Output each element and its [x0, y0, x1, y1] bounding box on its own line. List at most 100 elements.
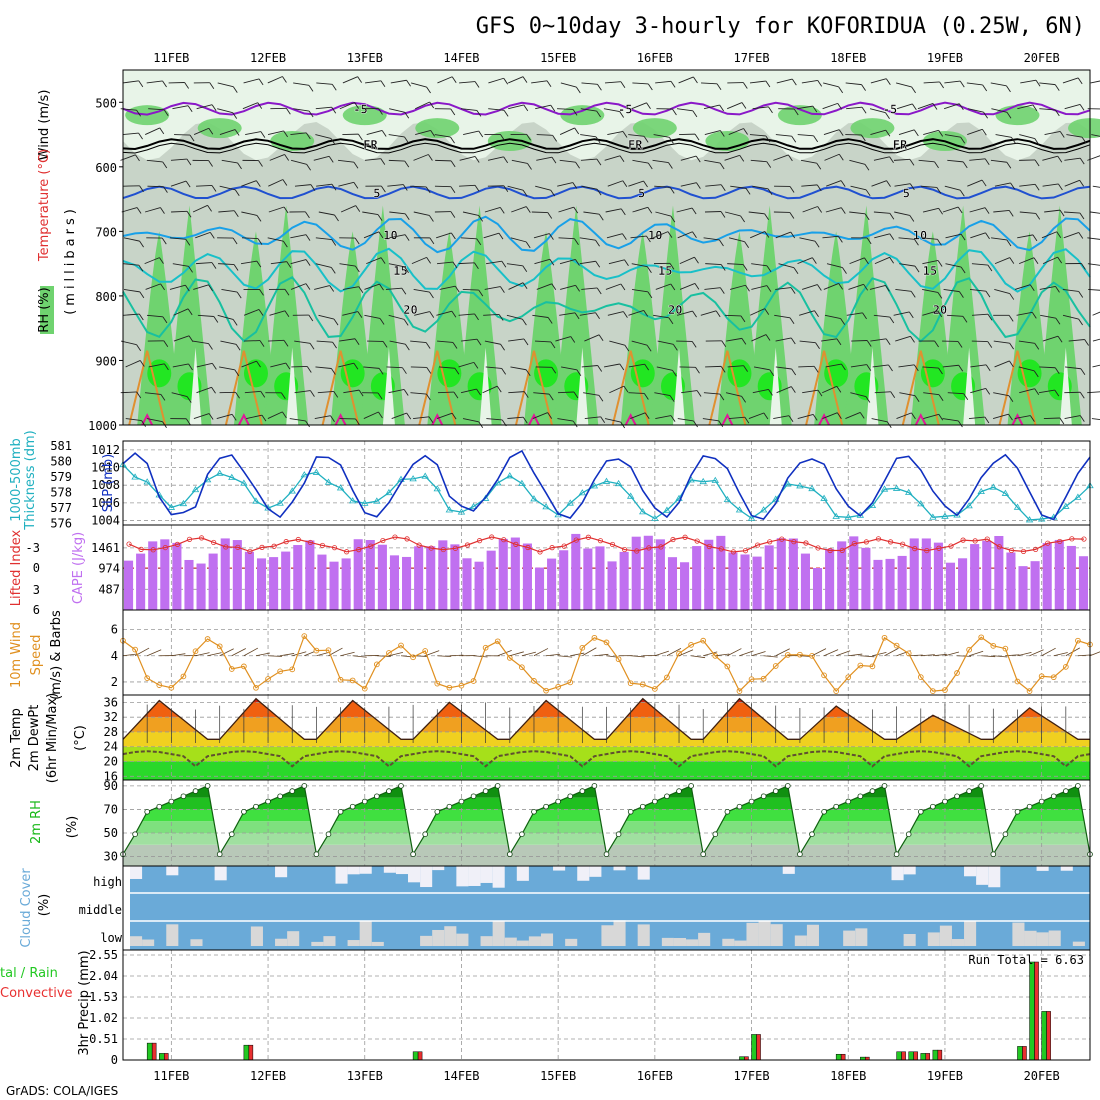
wind-barb-flag — [138, 264, 144, 272]
thick-tick-label: 577 — [50, 501, 72, 515]
wind-barb-flag — [309, 343, 315, 350]
wind-barb — [922, 207, 939, 213]
rh-point — [869, 788, 876, 794]
li-tick-label: 6 — [33, 603, 40, 617]
wind-barb-flag — [1035, 79, 1041, 87]
rh-dry-spike — [382, 347, 395, 425]
wind-barb-flag — [404, 136, 409, 144]
wind-barb — [608, 259, 625, 265]
wind-barb — [899, 392, 916, 397]
precip-total-bar — [412, 1051, 419, 1061]
wind-barb-flag — [476, 110, 482, 117]
cape-label: CAPE (J/kg) — [71, 532, 86, 604]
precip-tick-label: 2.55 — [89, 948, 118, 962]
wind-barb-flag — [743, 365, 748, 372]
wind-barb-flag — [1033, 370, 1039, 378]
wind-barb-flag — [815, 342, 820, 349]
wind-barb-flag — [842, 267, 847, 274]
wind-barb — [460, 237, 477, 240]
wind-barb — [1068, 339, 1085, 342]
wind-barb-flag — [404, 213, 410, 221]
wind-barb-flag — [476, 238, 482, 246]
wind-barb-flag — [450, 186, 456, 193]
wind-barb — [606, 233, 623, 239]
wind-barb — [388, 134, 405, 138]
wind-barb-flag — [547, 317, 553, 324]
wind-barb — [774, 314, 791, 319]
wind-barb — [560, 82, 577, 88]
wind-barb — [413, 211, 430, 216]
wind-barb-flag — [551, 367, 557, 374]
precip-tick-label: 0 — [111, 1053, 118, 1067]
wind-barb-flag — [647, 162, 653, 170]
cloud-high-clear — [468, 866, 481, 886]
wind-barb-flag — [789, 186, 795, 193]
wind-barb-flag — [425, 186, 431, 194]
wind-barb — [583, 211, 600, 215]
cape-bar — [861, 547, 871, 610]
wind-barb-flag — [283, 340, 289, 347]
rh-tick-label: 70 — [104, 802, 118, 816]
wind-barb — [898, 237, 915, 240]
wind-barb-flag — [817, 389, 823, 397]
wind-barb-flag — [937, 260, 943, 267]
wind-barb-flag — [817, 206, 823, 213]
wind-barb-flag — [546, 80, 552, 88]
wind-barb-flag — [816, 184, 822, 192]
wind-barb — [434, 185, 451, 188]
wind-barb-flag — [647, 291, 653, 299]
li-point — [537, 549, 543, 555]
wind-barb-10m — [255, 652, 271, 657]
wind-barb — [873, 314, 890, 318]
cloud-label: Cloud Cover — [19, 868, 34, 948]
wind-barb-flag — [547, 412, 553, 419]
temp-contour-25 — [901, 350, 940, 426]
wind-barb-flag — [741, 338, 747, 345]
wind-barb — [290, 283, 307, 290]
wind-barb-flag — [330, 415, 335, 422]
cape-bar — [583, 548, 593, 610]
rh-point — [591, 783, 598, 789]
dew-label: 2m DewPt — [27, 705, 42, 772]
wind-barb-flag — [1009, 293, 1015, 300]
precip-conv-bar — [925, 1053, 931, 1061]
precip-total-bar — [1041, 1011, 1047, 1061]
rh-point — [954, 793, 960, 800]
cloud-high-clear — [553, 866, 566, 871]
date-label-top: 18FEB — [830, 51, 866, 65]
wind-barb-flag — [769, 369, 775, 377]
wind-barb — [1039, 82, 1056, 86]
wind-barb-flag — [550, 104, 556, 112]
wind-barb — [654, 185, 671, 188]
wind-barb — [1062, 289, 1079, 292]
wind-barb — [967, 128, 983, 135]
wind-barb-flag — [429, 237, 435, 245]
wind-barb — [942, 206, 959, 213]
precip-tick-label: 0.51 — [89, 1032, 118, 1046]
wind-barb — [268, 339, 285, 342]
wind-barb — [388, 389, 405, 394]
wind-barb — [922, 289, 938, 293]
rh-point — [337, 809, 344, 815]
cloud-low-clear — [951, 939, 965, 946]
wind-barb-flag — [474, 262, 479, 270]
thick-tick-label: 578 — [50, 486, 72, 500]
wind-barb-10m — [751, 651, 766, 657]
cloud-high-clear — [891, 866, 904, 881]
wind-barb-flag — [234, 369, 240, 377]
temp-tick-label: 16 — [104, 769, 118, 783]
temp-contour-label: FR — [893, 138, 908, 152]
wind-barb — [216, 413, 233, 419]
cape-bar — [426, 546, 436, 610]
rh-point — [736, 803, 743, 810]
thickness-point — [602, 477, 611, 484]
wind-barb-flag — [838, 283, 844, 290]
rh-point — [422, 831, 428, 837]
wind-barb — [388, 263, 405, 268]
wind-barb-flag — [865, 396, 871, 403]
wind-barb-10m — [823, 649, 839, 657]
wind-barb — [510, 366, 527, 371]
wind-barb — [800, 159, 817, 164]
wind-barb-flag — [694, 283, 700, 290]
wind-barb-flag — [938, 394, 944, 401]
